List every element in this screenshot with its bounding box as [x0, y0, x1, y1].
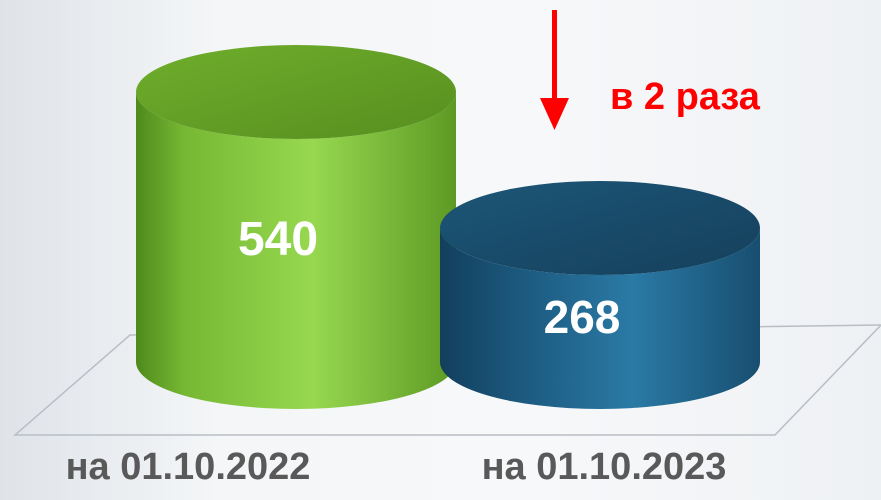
data-label-2023: 268	[544, 291, 621, 343]
x-tick-label-2022: на 01.10.2022	[65, 446, 311, 488]
reduction-annotation: в 2 раза	[610, 76, 760, 118]
bar-2022: 540	[136, 45, 456, 409]
down-arrow-icon	[540, 10, 569, 130]
bar-2023-top	[440, 181, 760, 275]
data-label-2022: 540	[238, 213, 318, 266]
bar-2023-body	[440, 228, 760, 409]
x-tick-label-2023: на 01.10.2023	[481, 446, 727, 488]
bar-2022-body	[136, 92, 456, 409]
bar-2022-top	[136, 45, 456, 139]
bar-2023: 268	[440, 181, 760, 409]
